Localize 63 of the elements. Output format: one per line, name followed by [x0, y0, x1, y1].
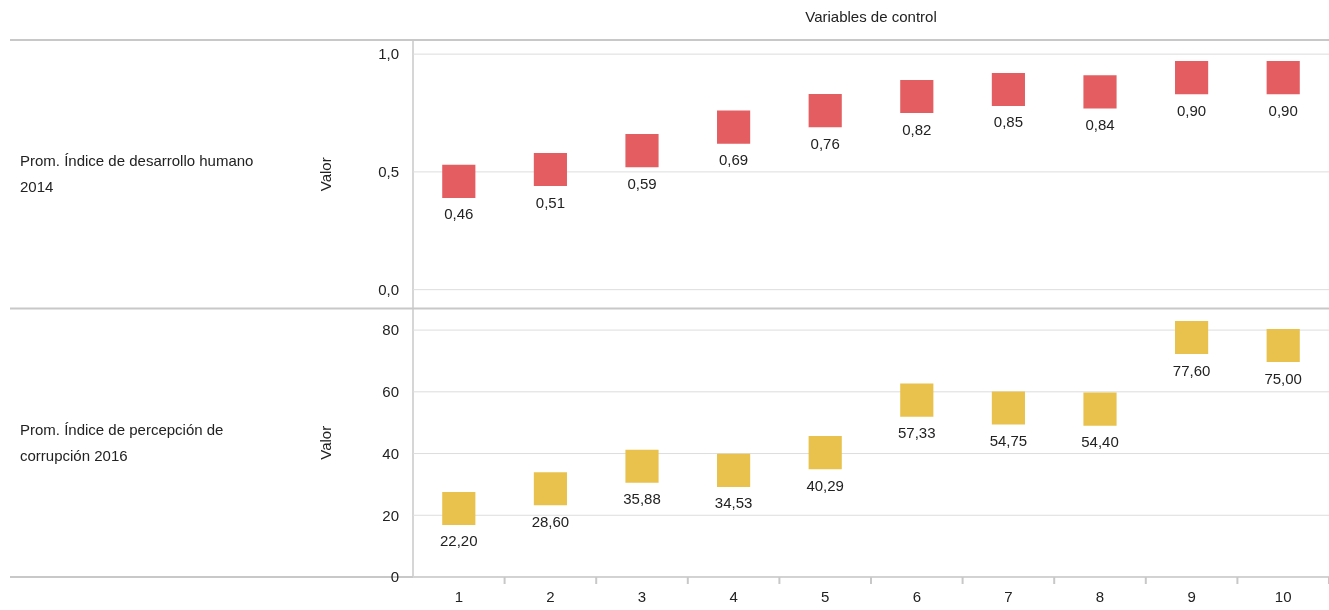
text: Prom. Índice de percepción de corrupción 2016 [20, 420, 224, 464]
text: 0,90 [1177, 101, 1207, 119]
x-tick-label: 10 [1274, 587, 1292, 605]
text: 0,85 [993, 113, 1023, 131]
text: 0,82 [902, 120, 932, 138]
y-tick-label: 80 [382, 321, 399, 339]
point [442, 164, 476, 198]
point [1266, 328, 1300, 363]
point [808, 436, 842, 470]
point [625, 134, 659, 168]
point [991, 72, 1025, 107]
point [1083, 75, 1117, 109]
text: Prom. Índice de desarrollo humano 2014 [20, 152, 254, 196]
y-tick-label: 60 [382, 383, 399, 401]
text: 35,88 [623, 490, 661, 508]
x-tick-label: 1 [454, 587, 463, 605]
point [900, 383, 934, 417]
x-tick-label: 7 [1004, 587, 1013, 605]
x-tick-label: 8 [1095, 587, 1105, 605]
x-tick-label: 2 [546, 587, 555, 605]
point [442, 491, 476, 526]
y-tick-label: 0,0 [378, 280, 399, 298]
x-tick-label: 3 [637, 587, 647, 605]
y-tick-label: 1,0 [378, 45, 399, 63]
text: 0,90 [1268, 101, 1298, 119]
y-axis-title: Valor [317, 157, 334, 192]
text: 40,29 [806, 476, 844, 494]
y-tick-label: 20 [382, 506, 399, 524]
point [1083, 392, 1117, 426]
y-tick-label: 40 [382, 444, 399, 462]
x-tick-label: 6 [912, 587, 921, 605]
y-tick-label: 0 [390, 568, 399, 586]
text: 57,33 [898, 424, 936, 442]
text: 54,40 [1081, 433, 1119, 451]
text: 28,60 [531, 512, 570, 530]
point [1175, 320, 1209, 355]
y-tick-label: 0,5 [378, 163, 399, 181]
x-tick-label: 9 [1187, 587, 1196, 605]
text: 75,00 [1264, 369, 1302, 387]
point [991, 391, 1025, 425]
point [717, 453, 751, 488]
x-axis-title: Variables de control [805, 8, 937, 25]
x-tick-label: 4 [729, 587, 738, 605]
x-tick-label: 5 [821, 587, 830, 605]
text: 0,69 [719, 151, 749, 169]
text: 0,76 [810, 134, 840, 152]
point [1175, 61, 1209, 95]
point [533, 152, 567, 187]
point [808, 94, 842, 128]
point [900, 79, 934, 114]
text: 0,46 [444, 205, 474, 223]
text: 77,60 [1172, 361, 1211, 379]
point [1266, 61, 1300, 95]
text: 54,75 [989, 432, 1028, 450]
y-axis-title: Valor [317, 425, 334, 460]
point [625, 449, 659, 483]
text: 0,51 [535, 193, 565, 211]
text: 0,84 [1085, 115, 1115, 133]
point [533, 472, 567, 506]
point [717, 110, 751, 144]
text: 0,59 [627, 174, 657, 192]
text: 22,20 [440, 532, 478, 550]
text: 34,53 [714, 494, 753, 512]
